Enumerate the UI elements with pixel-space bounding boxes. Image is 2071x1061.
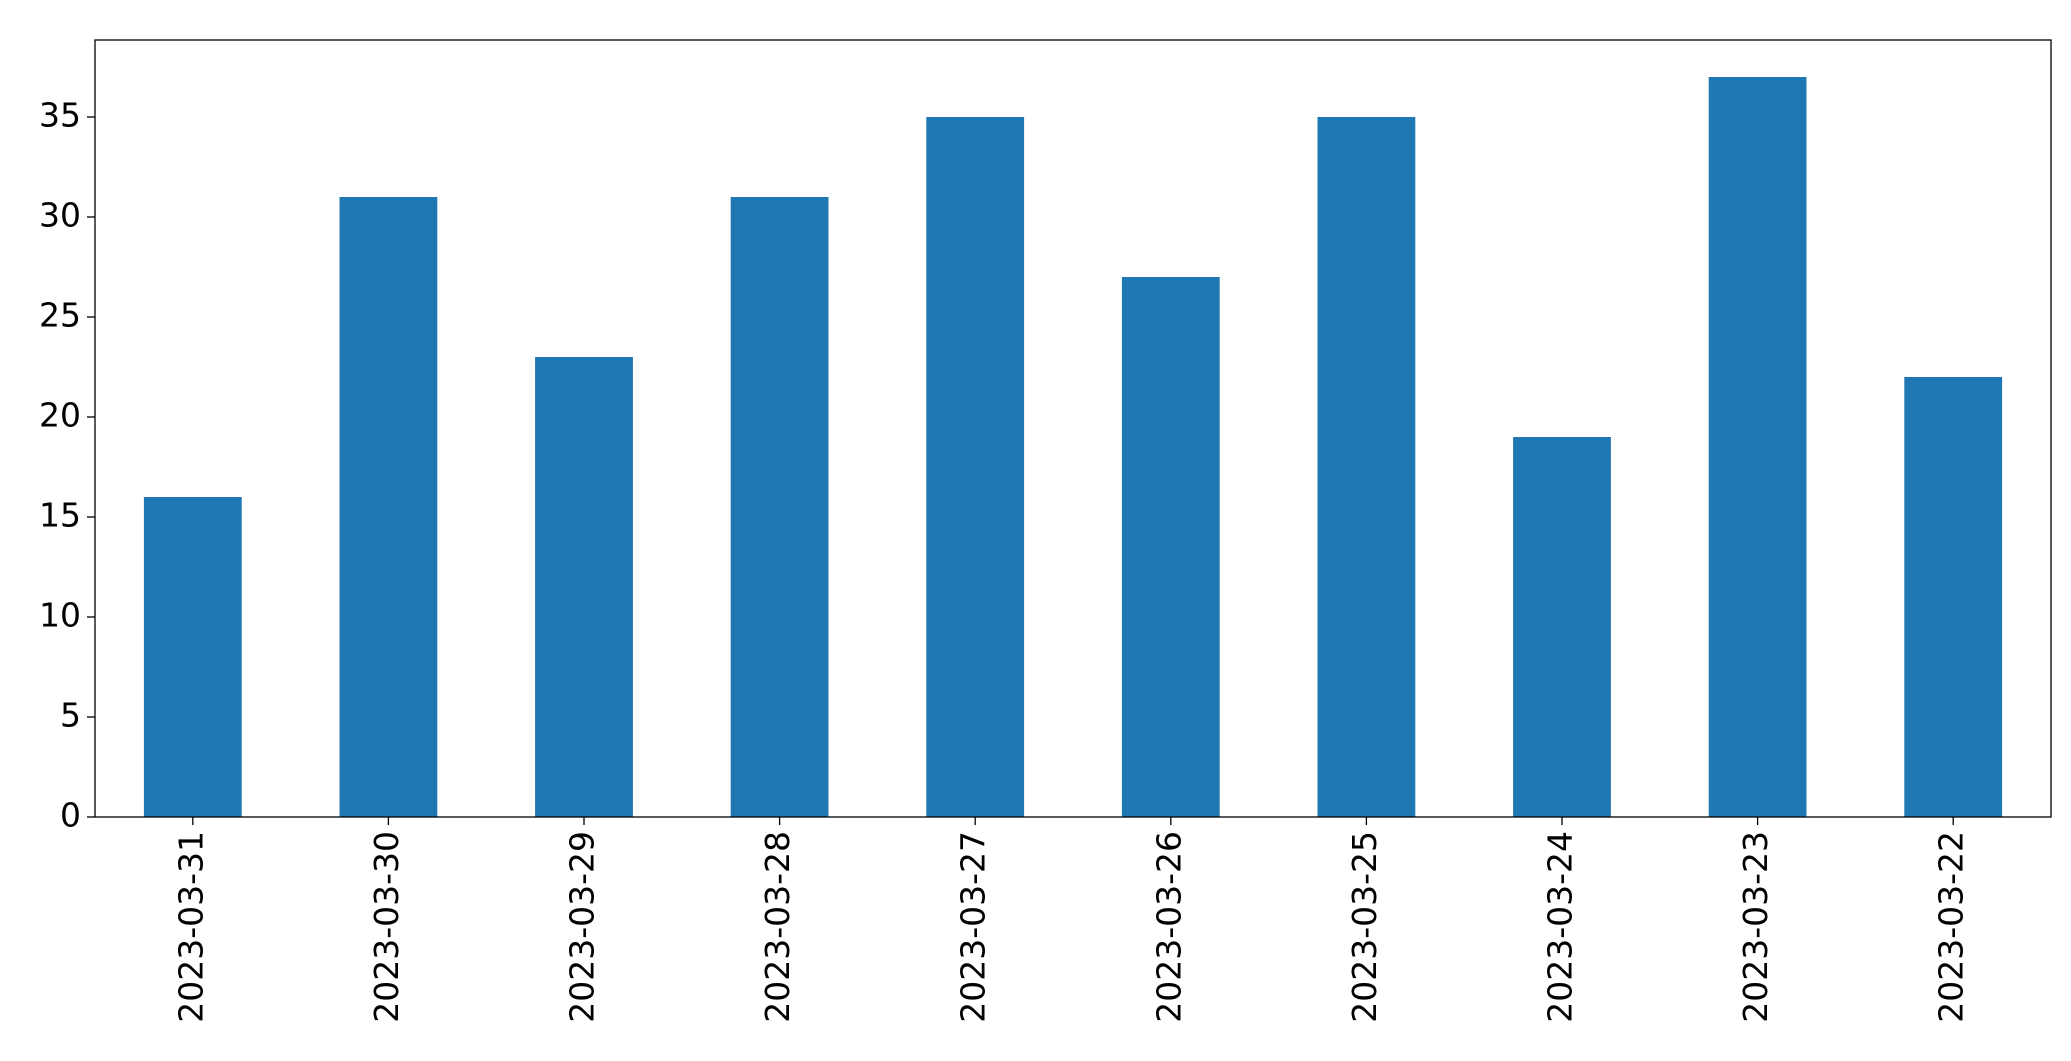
y-tick-label: 0 (60, 796, 81, 835)
y-tick-label: 30 (39, 196, 81, 235)
x-tick-label: 2023-03-26 (1149, 831, 1188, 1023)
plot-frame (94, 39, 2052, 818)
y-tick-label: 25 (39, 296, 81, 335)
bar (143, 497, 242, 817)
x-tick-label: 2023-03-22 (1932, 831, 1971, 1023)
x-tick-label: 2023-03-31 (171, 831, 210, 1023)
bar (1121, 277, 1220, 817)
bar (1708, 77, 1807, 817)
bar (926, 117, 1025, 817)
x-tick-label: 2023-03-28 (758, 831, 797, 1023)
y-tick-label: 15 (39, 496, 81, 535)
bar (1904, 377, 2003, 817)
x-tick-label: 2023-03-27 (954, 831, 993, 1023)
x-tick-label: 2023-03-23 (1736, 831, 1775, 1023)
y-tick-label: 20 (39, 396, 81, 435)
y-tick-label: 5 (60, 696, 81, 735)
bar (339, 197, 438, 817)
x-tick-label: 2023-03-25 (1345, 831, 1384, 1023)
bar (1513, 437, 1611, 817)
y-tick-label: 10 (39, 596, 81, 635)
x-tick-label: 2023-03-24 (1541, 831, 1580, 1023)
bar (1317, 117, 1416, 817)
x-tick-label: 2023-03-29 (563, 831, 602, 1023)
y-tick-label: 35 (39, 96, 81, 135)
bar (535, 357, 633, 817)
bar (730, 197, 829, 817)
x-tick-label: 2023-03-30 (367, 831, 406, 1023)
